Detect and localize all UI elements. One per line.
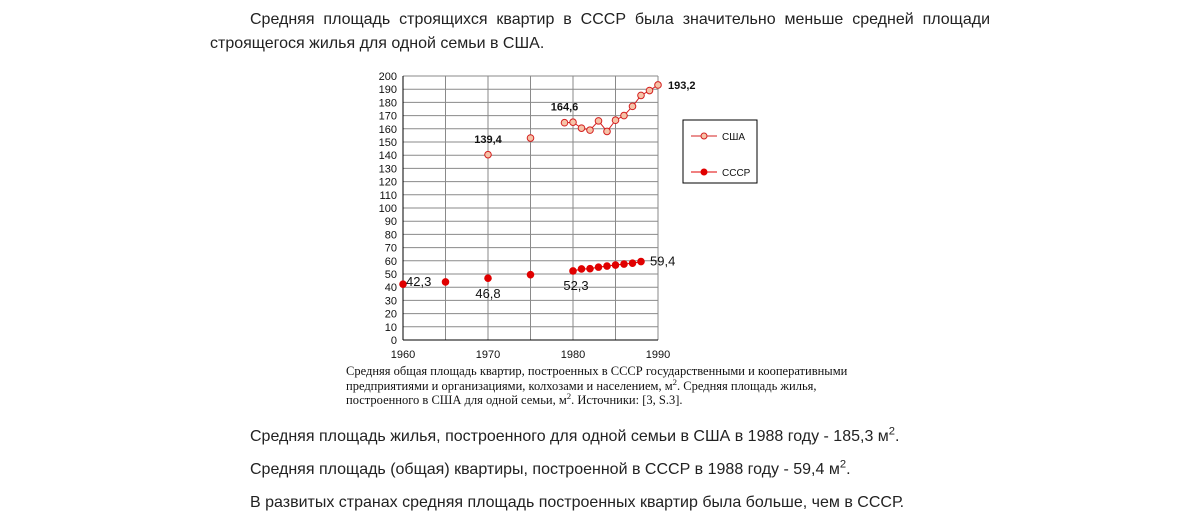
y-tick-label: 60 — [385, 256, 397, 268]
y-tick-label: 200 — [379, 71, 397, 83]
y-tick-label: 190 — [379, 84, 397, 96]
grid — [402, 75, 659, 341]
data-point — [611, 116, 620, 125]
y-tick-label: 120 — [379, 177, 397, 189]
data-point — [603, 262, 611, 270]
data-label: 164,6 — [551, 102, 579, 114]
data-label: 42,3 — [406, 274, 431, 289]
data-point — [560, 118, 569, 127]
data-label: 59,4 — [650, 254, 675, 269]
data-point — [484, 150, 492, 159]
data-point — [594, 117, 603, 125]
series-line-0 — [564, 84, 659, 133]
y-tick-label: 40 — [385, 282, 397, 294]
data-point — [586, 126, 594, 134]
data-label: 46,8 — [475, 286, 500, 301]
intro-paragraph: Средняя площадь строящихся квартир в ССС… — [210, 11, 990, 52]
y-tick-label: 110 — [379, 190, 397, 202]
legend-marker — [700, 132, 708, 140]
data-point — [620, 260, 628, 268]
y-tick-label: 130 — [379, 163, 397, 175]
data-point — [637, 91, 645, 100]
y-tick-label: 30 — [385, 295, 397, 307]
data-point — [577, 124, 586, 132]
x-tick-label: 1990 — [646, 349, 670, 361]
y-tick-label: 180 — [379, 97, 397, 109]
y-tick-label: 50 — [385, 269, 397, 281]
data-point — [620, 111, 628, 120]
data-point — [526, 134, 535, 142]
text-line-conclusion: В развитых странах средняя площадь постр… — [250, 494, 905, 511]
y-tick-label: 170 — [379, 111, 397, 123]
y-tick-label: 160 — [379, 124, 397, 136]
data-point — [441, 278, 450, 286]
data-point — [611, 261, 620, 269]
y-tick-label: 150 — [379, 137, 397, 149]
y-tick-label: 10 — [385, 322, 397, 334]
data-point — [586, 264, 594, 273]
series: 139,4 164,6 193,2 42,3 46,8 52,3 59,4 — [399, 80, 696, 301]
data-point — [577, 265, 586, 273]
legend: США СССР — [682, 119, 758, 184]
y-tick-label: 100 — [379, 203, 397, 215]
data-point — [628, 102, 637, 111]
legend-label: США — [722, 132, 745, 143]
x-tick-label: 1980 — [561, 349, 585, 361]
data-point — [526, 270, 535, 279]
y-tick-label: 20 — [385, 309, 397, 321]
data-point — [569, 267, 577, 275]
data-label: 52,3 — [563, 278, 588, 293]
data-point — [628, 259, 637, 267]
data-point — [484, 274, 492, 283]
legend-label: СССР — [722, 168, 751, 179]
data-point — [399, 280, 407, 288]
text-line-usa: Средняя площадь жилья, построенного для … — [250, 425, 900, 445]
data-point — [594, 263, 603, 271]
data-point — [645, 86, 654, 95]
data-label: 193,2 — [668, 80, 696, 92]
y-tick-label: 70 — [385, 243, 397, 255]
y-tick-label: 90 — [385, 216, 397, 228]
y-tick-label: 140 — [379, 150, 397, 162]
x-tick-label: 1960 — [391, 349, 415, 361]
data-point — [637, 257, 645, 266]
text-line-ussr: Средняя площадь (общая) квартиры, постро… — [250, 458, 851, 478]
x-tick-label: 1970 — [476, 349, 500, 361]
chart-caption: Средняя общая площадь квартир, построенн… — [346, 364, 848, 407]
data-point — [654, 81, 662, 89]
data-point — [569, 118, 577, 126]
y-tick-label: 80 — [385, 229, 397, 241]
data-point — [603, 127, 611, 136]
data-label: 139,4 — [474, 134, 502, 146]
legend-marker — [700, 168, 708, 176]
y-tick-label: 0 — [391, 335, 397, 347]
